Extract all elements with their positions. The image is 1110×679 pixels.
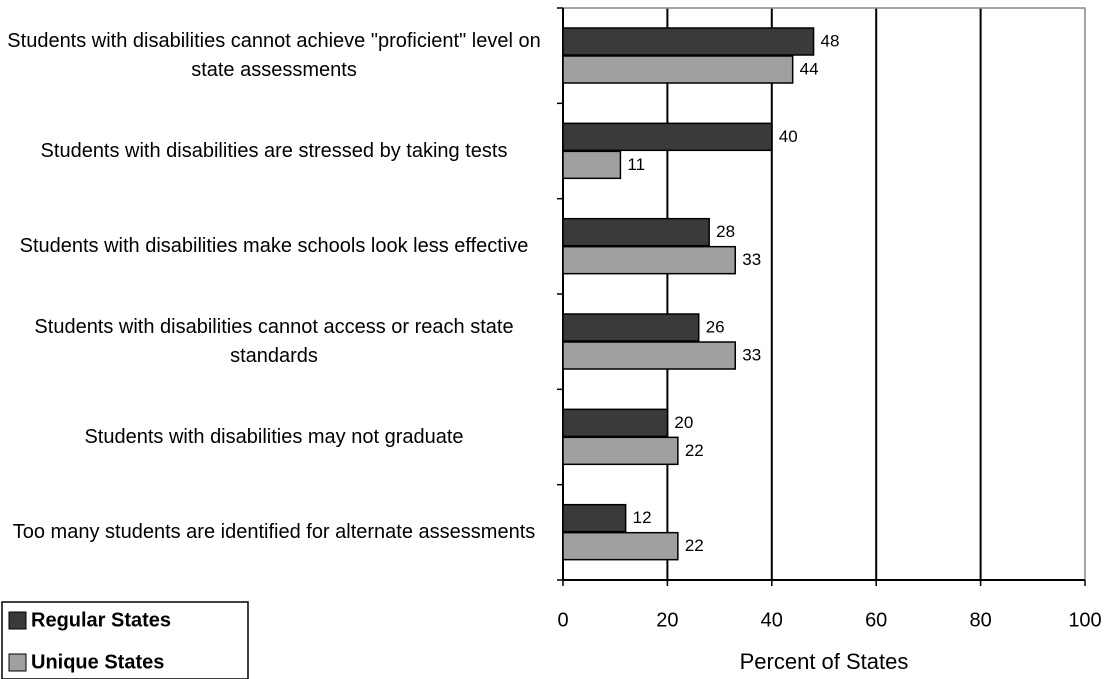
value-label: 33 [742, 250, 761, 269]
x-tick-label: 100 [1068, 609, 1101, 631]
value-label: 48 [821, 31, 840, 50]
x-axis-title: Percent of States [740, 649, 909, 674]
value-label: 11 [627, 155, 645, 174]
x-tick-label: 20 [656, 609, 678, 631]
x-tick-label: 40 [761, 609, 783, 631]
legend-box [1, 601, 249, 679]
value-label: 22 [685, 536, 704, 555]
plot-border [562, 7, 1086, 581]
value-label: 20 [674, 413, 693, 432]
value-label: 40 [779, 127, 798, 146]
bar [562, 436, 679, 466]
bar [562, 313, 700, 342]
bar [562, 245, 737, 275]
value-label: 33 [742, 345, 761, 364]
category-label: Students with disabilities cannot achiev… [7, 29, 541, 81]
legend-swatch [8, 653, 27, 672]
value-label: 26 [706, 317, 725, 336]
bar [562, 55, 794, 84]
bar [562, 503, 627, 533]
legend-label: Unique States [31, 651, 164, 673]
bar [562, 531, 679, 561]
category-label: Students with disabilities are stressed … [40, 139, 508, 162]
bar [562, 150, 622, 180]
x-tick-label: 0 [557, 609, 568, 631]
value-label: 12 [633, 508, 652, 527]
x-tick-label: 60 [865, 609, 887, 631]
value-label: 44 [800, 59, 819, 78]
bar [562, 27, 815, 56]
value-label: 22 [685, 441, 704, 460]
bar [562, 408, 669, 438]
x-tick-label: 80 [969, 609, 991, 631]
legend-label: Regular States [31, 609, 171, 631]
category-label: Students with disabilities may not gradu… [84, 425, 464, 448]
value-label: 28 [716, 222, 735, 241]
legend-swatch [8, 611, 27, 630]
category-label: Too many students are identified for alt… [12, 520, 536, 543]
bar [562, 217, 710, 247]
bar [562, 122, 773, 152]
bar [562, 341, 737, 370]
category-label: Students with disabilities make schools … [19, 234, 529, 257]
category-label: Students with disabilities cannot access… [34, 315, 514, 367]
